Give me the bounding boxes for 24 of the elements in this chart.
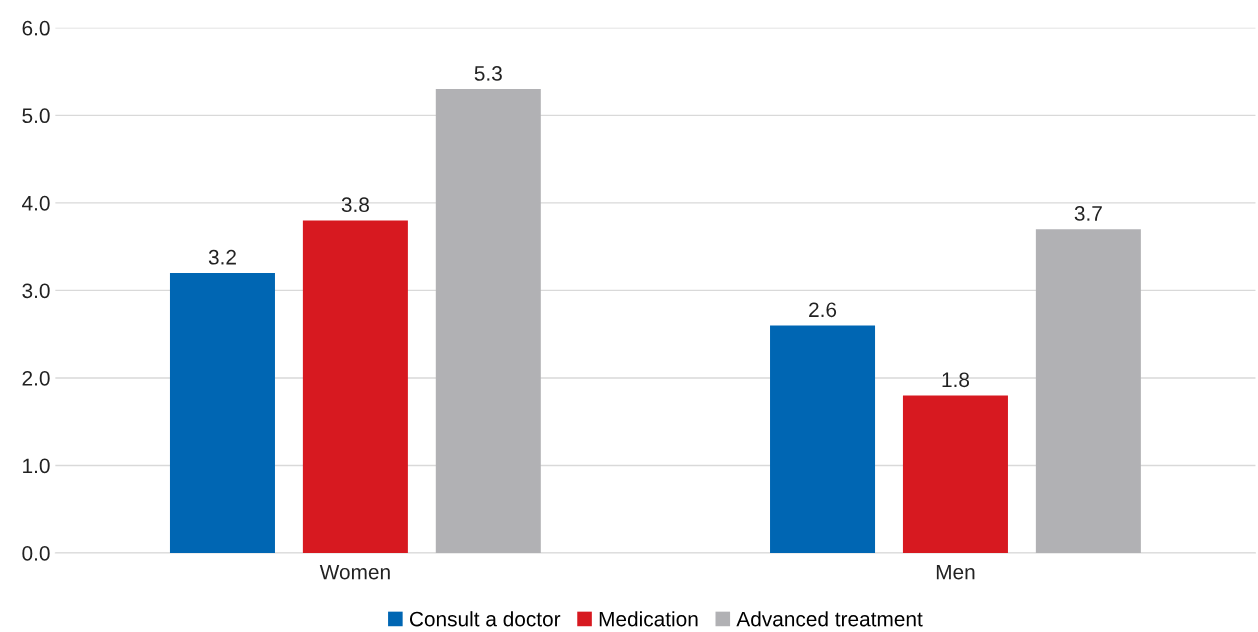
bar [169,272,275,553]
x-tick-label: Women [319,564,390,580]
y-tick-label: 4.0 [22,195,50,211]
legend-label: Consult a doctor [409,611,561,627]
y-tick-label: 2.0 [22,370,50,386]
data-label: 2.6 [809,302,837,318]
y-tick-label: 1.0 [23,458,50,474]
bar [770,325,876,553]
y-tick-label: 5.0 [22,108,50,124]
legend-label: Advanced treatment [736,611,923,627]
bar [302,220,408,553]
y-tick-label: 0.0 [22,546,50,561]
bar [902,395,1008,553]
legend-label: Medication [599,611,698,627]
data-label: 3.7 [1074,206,1102,221]
bar [1035,229,1141,553]
data-label: 3.8 [341,197,369,213]
bar [435,89,541,553]
data-label: 5.3 [474,66,502,81]
data-label: 1.8 [942,372,970,388]
y-tick-label: 3.0 [22,283,50,299]
data-label: 3.2 [208,249,236,265]
x-tick-label: Men [936,564,975,580]
y-tick-label: 6.0 [22,20,50,36]
